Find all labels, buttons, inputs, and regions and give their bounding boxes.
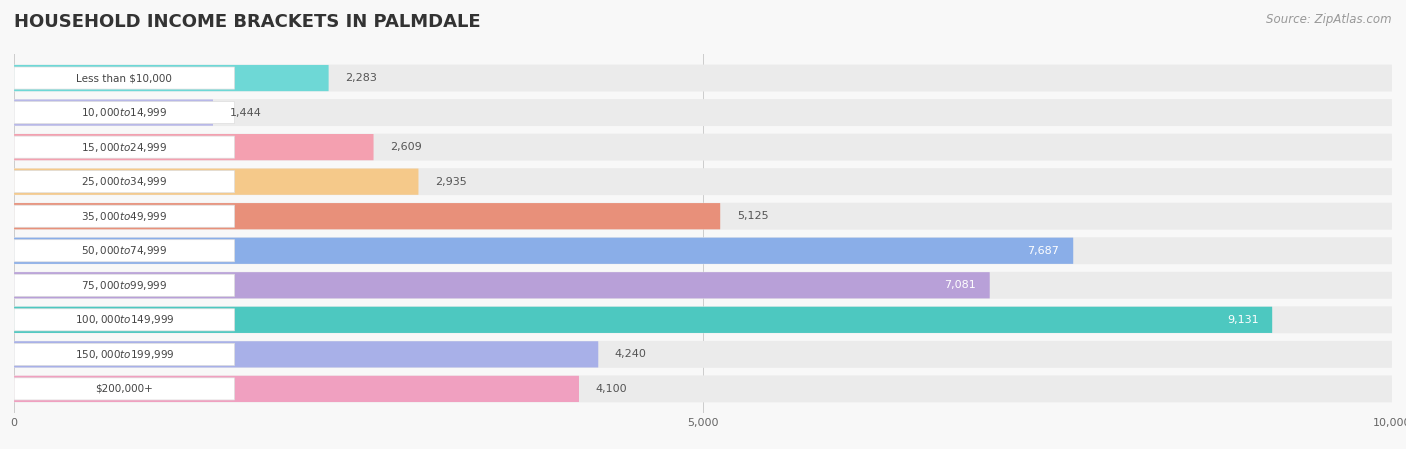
Text: 2,935: 2,935 [434, 176, 467, 187]
Text: 9,131: 9,131 [1227, 315, 1258, 325]
FancyBboxPatch shape [14, 343, 235, 365]
FancyBboxPatch shape [14, 238, 1073, 264]
FancyBboxPatch shape [14, 65, 1392, 92]
FancyBboxPatch shape [14, 100, 214, 126]
Text: 5,125: 5,125 [737, 211, 769, 221]
FancyBboxPatch shape [14, 99, 1392, 126]
FancyBboxPatch shape [14, 274, 235, 296]
Text: 7,081: 7,081 [945, 280, 976, 291]
FancyBboxPatch shape [14, 203, 1392, 230]
FancyBboxPatch shape [14, 134, 374, 160]
FancyBboxPatch shape [14, 341, 1392, 368]
FancyBboxPatch shape [14, 205, 235, 227]
Text: 4,100: 4,100 [596, 384, 627, 394]
FancyBboxPatch shape [14, 203, 720, 229]
FancyBboxPatch shape [14, 240, 235, 262]
FancyBboxPatch shape [14, 375, 1392, 402]
FancyBboxPatch shape [14, 171, 235, 193]
Text: $75,000 to $99,999: $75,000 to $99,999 [82, 279, 167, 292]
FancyBboxPatch shape [14, 272, 990, 299]
FancyBboxPatch shape [14, 376, 579, 402]
Text: 1,444: 1,444 [229, 108, 262, 118]
FancyBboxPatch shape [14, 309, 235, 331]
FancyBboxPatch shape [14, 168, 419, 195]
Text: $50,000 to $74,999: $50,000 to $74,999 [82, 244, 167, 257]
FancyBboxPatch shape [14, 65, 329, 91]
Text: $25,000 to $34,999: $25,000 to $34,999 [82, 175, 167, 188]
Text: $10,000 to $14,999: $10,000 to $14,999 [82, 106, 167, 119]
FancyBboxPatch shape [14, 136, 235, 158]
FancyBboxPatch shape [14, 378, 235, 400]
FancyBboxPatch shape [14, 341, 599, 367]
Text: 4,240: 4,240 [614, 349, 647, 359]
Text: $100,000 to $149,999: $100,000 to $149,999 [75, 313, 174, 326]
Text: 7,687: 7,687 [1028, 246, 1060, 256]
Text: $35,000 to $49,999: $35,000 to $49,999 [82, 210, 167, 223]
FancyBboxPatch shape [14, 134, 1392, 161]
FancyBboxPatch shape [14, 307, 1272, 333]
Text: $150,000 to $199,999: $150,000 to $199,999 [75, 348, 174, 361]
FancyBboxPatch shape [14, 237, 1392, 264]
FancyBboxPatch shape [14, 67, 235, 89]
FancyBboxPatch shape [14, 101, 235, 123]
Text: 2,609: 2,609 [389, 142, 422, 152]
Text: HOUSEHOLD INCOME BRACKETS IN PALMDALE: HOUSEHOLD INCOME BRACKETS IN PALMDALE [14, 13, 481, 31]
Text: Source: ZipAtlas.com: Source: ZipAtlas.com [1267, 13, 1392, 26]
Text: 2,283: 2,283 [344, 73, 377, 83]
FancyBboxPatch shape [14, 272, 1392, 299]
Text: $200,000+: $200,000+ [96, 384, 153, 394]
FancyBboxPatch shape [14, 168, 1392, 195]
Text: $15,000 to $24,999: $15,000 to $24,999 [82, 141, 167, 154]
Text: Less than $10,000: Less than $10,000 [76, 73, 172, 83]
FancyBboxPatch shape [14, 306, 1392, 333]
